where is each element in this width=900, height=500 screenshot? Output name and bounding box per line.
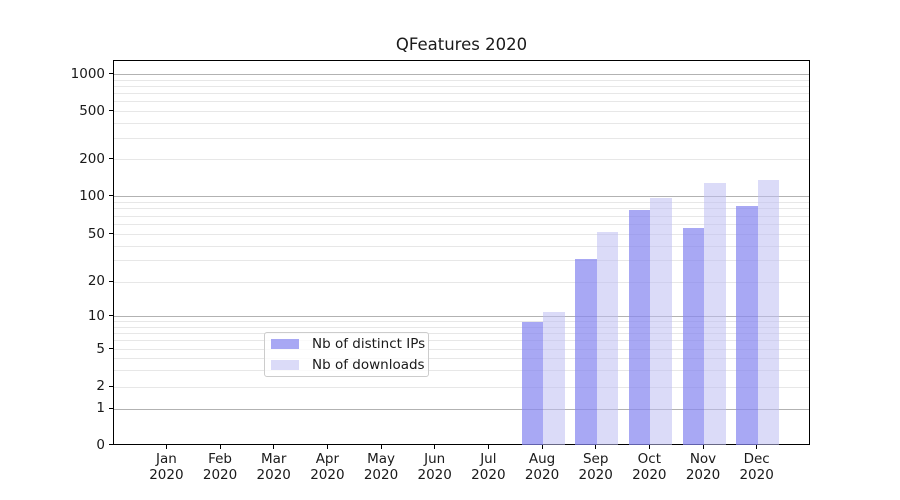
y-tick-label: 1 — [96, 400, 105, 416]
y-tick-mark — [109, 385, 113, 387]
y-tick-mark — [109, 158, 113, 159]
gridline-minor — [114, 137, 809, 139]
x-tick-mark — [648, 445, 650, 449]
legend-entry-distinct-ips: Nb of distinct IPs — [271, 336, 428, 353]
x-tick-mark — [326, 445, 328, 449]
x-tick-label: Jun 2020 — [417, 450, 452, 484]
bar-downloads — [596, 232, 619, 446]
gridline-minor — [114, 234, 809, 235]
bar-distinct-ips — [736, 206, 758, 446]
bar-downloads — [757, 179, 780, 446]
gridline-minor — [114, 111, 809, 112]
x-tick-label: Oct 2020 — [632, 450, 667, 484]
y-tick-mark — [109, 233, 113, 234]
gridline-minor — [114, 79, 809, 81]
y-tick-label: 200 — [79, 150, 105, 167]
y-tick-mark — [109, 195, 113, 196]
y-tick-label: 20 — [87, 273, 105, 289]
bar-distinct-ips — [575, 259, 597, 446]
x-tick-label: May 2020 — [363, 450, 399, 484]
y-tick-label: 500 — [79, 102, 105, 119]
y-tick-mark — [109, 280, 113, 282]
y-tick-mark — [109, 348, 113, 349]
x-tick-label: Nov 2020 — [685, 450, 721, 484]
y-tick-mark — [109, 110, 113, 111]
gridline-major — [114, 74, 809, 75]
gridline-minor — [114, 321, 809, 323]
x-tick-label: Dec 2020 — [739, 450, 774, 484]
x-tick-label: Sep 2020 — [578, 450, 613, 484]
x-tick-mark — [541, 445, 543, 449]
x-tick-label: Jul 2020 — [471, 450, 506, 484]
gridline-minor — [114, 245, 809, 247]
legend-swatch-downloads — [271, 360, 299, 370]
x-tick-label: Aug 2020 — [524, 450, 560, 484]
x-tick-mark — [380, 445, 382, 449]
x-tick-label: Apr 2020 — [310, 450, 345, 484]
gridline-minor — [114, 326, 809, 328]
x-tick-mark — [595, 445, 597, 449]
gridline-minor — [114, 281, 809, 283]
gridline-major — [114, 408, 809, 410]
y-tick-label: 2 — [96, 378, 105, 394]
y-tick-label: 50 — [87, 225, 105, 242]
x-tick-label: Mar 2020 — [256, 450, 291, 484]
gridline-minor — [114, 386, 809, 388]
y-tick-label: 10 — [87, 307, 105, 324]
gridline-minor — [114, 332, 809, 334]
bar-distinct-ips — [521, 321, 544, 446]
legend-label-downloads: Nb of downloads — [312, 357, 425, 373]
gridline-minor — [114, 224, 809, 225]
x-tick-label: Feb 2020 — [202, 450, 238, 484]
x-tick-mark — [702, 445, 704, 449]
x-tick-mark — [434, 445, 436, 449]
y-tick-mark — [109, 444, 113, 445]
y-tick-mark — [109, 315, 113, 316]
y-tick-mark — [109, 73, 113, 74]
y-tick-label: 5 — [96, 340, 105, 357]
x-tick-mark — [487, 445, 489, 449]
gridline-major — [114, 196, 809, 197]
bar-distinct-ips — [682, 228, 704, 446]
legend-label-distinct-ips: Nb of distinct IPs — [312, 336, 426, 352]
x-tick-mark — [273, 445, 275, 449]
y-tick-label: 100 — [79, 187, 105, 204]
gridline-minor — [114, 208, 809, 210]
bar-downloads — [704, 183, 726, 446]
legend-swatch-distinct-ips — [271, 339, 299, 349]
bar-downloads — [543, 311, 565, 446]
plot-area — [113, 59, 810, 446]
gridline-minor — [114, 122, 809, 124]
gridline-minor — [114, 159, 809, 160]
gridline-minor — [114, 101, 809, 103]
bar-downloads — [650, 198, 672, 446]
gridline-minor — [114, 340, 809, 342]
legend-entry-downloads: Nb of downloads — [271, 357, 428, 374]
gridline-minor — [114, 201, 809, 203]
chart-title: QFeatures 2020 — [395, 35, 528, 54]
gridline-minor — [114, 215, 809, 217]
y-tick-label: 1000 — [70, 65, 105, 82]
x-tick-mark — [165, 445, 167, 449]
legend: Nb of distinct IPs Nb of downloads — [264, 332, 429, 377]
x-tick-mark — [219, 445, 221, 449]
gridline-minor — [114, 260, 809, 262]
gridline-minor — [114, 358, 809, 360]
gridline-minor — [114, 369, 809, 371]
y-tick-mark — [109, 407, 113, 409]
gridline-minor — [114, 85, 809, 87]
bar-distinct-ips — [628, 210, 651, 446]
gridline-minor — [114, 349, 809, 350]
gridline-minor — [114, 93, 809, 95]
x-tick-label: Jan 2020 — [149, 450, 184, 484]
gridline-major — [114, 316, 809, 317]
y-tick-label: 0 — [96, 436, 105, 453]
x-tick-mark — [756, 445, 758, 449]
